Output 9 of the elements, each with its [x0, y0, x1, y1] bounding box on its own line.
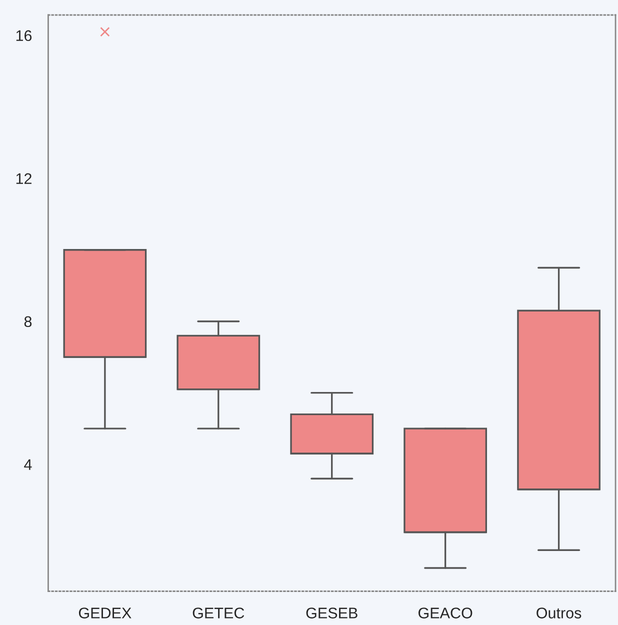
x-tick-label: Outros [536, 608, 582, 618]
y-tick-label: 8 [24, 316, 32, 328]
y-tick-label: 16 [16, 30, 32, 42]
x-tick-label: GETEC [192, 608, 244, 618]
y-tick-label: 12 [16, 173, 32, 184]
x-tick-label: GEDEX [78, 608, 132, 618]
x-tick-label: GESEB [306, 608, 358, 618]
x-tick-label: GEACO [418, 608, 472, 618]
y-tick-label: 4 [24, 459, 32, 470]
